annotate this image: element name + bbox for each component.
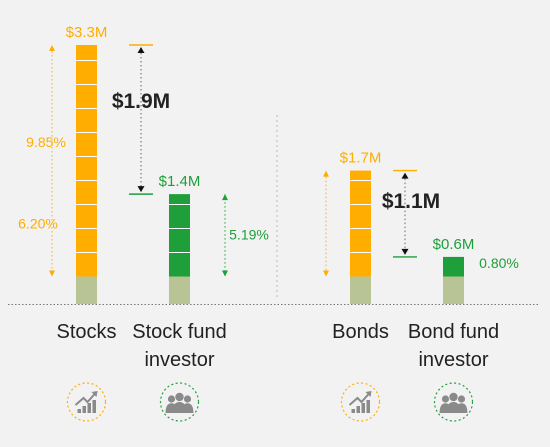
growth-chart-icon-arrowhead <box>91 391 98 397</box>
growth-chart-icon-trend <box>348 392 371 406</box>
growth-chart-icon-arrowhead <box>365 391 372 397</box>
person-body <box>172 402 187 413</box>
category-label: Stock fund <box>132 321 227 343</box>
rate-label: 0.80% <box>479 255 519 271</box>
people-group-icon <box>165 392 194 413</box>
icon-ring <box>433 382 474 422</box>
person-head <box>167 395 176 403</box>
rate-arrow-head-down <box>49 270 55 277</box>
bar-value-label: $0.6M <box>433 236 475 253</box>
person-head <box>441 395 450 403</box>
bar-base-segment <box>443 276 464 304</box>
person-head <box>175 392 184 402</box>
person-head <box>449 392 458 402</box>
person-body <box>446 402 461 413</box>
gap-label: $1.9M <box>112 90 170 113</box>
icon-ring <box>159 382 200 422</box>
rate-label: 9.85% <box>26 134 66 150</box>
gap-label: $1.1M <box>382 190 440 213</box>
bar-segment <box>350 170 371 277</box>
category-label: Bond fund <box>408 321 499 343</box>
gap-arrow-head-down <box>401 248 409 255</box>
bar-segment <box>443 256 464 277</box>
bar-segment <box>169 194 190 277</box>
bar-base-segment <box>350 276 371 304</box>
bar-value-label: $1.7M <box>340 150 382 167</box>
growth-chart-icon <box>74 391 98 413</box>
rate-arrow-head-up <box>222 194 228 201</box>
growth-chart-icon-bar <box>87 403 91 413</box>
category-label-line2: investor <box>144 349 214 371</box>
person-head <box>457 395 466 403</box>
growth-chart-icon-bar <box>351 409 355 413</box>
growth-chart-icon-bar <box>366 400 370 413</box>
category-label-line2: investor <box>418 349 488 371</box>
rate-arrow-head-down <box>323 270 329 277</box>
bar-base-segment <box>76 276 97 304</box>
category-label: Bonds <box>332 321 389 343</box>
growth-chart-icon-bar <box>77 409 81 413</box>
rate-label: 5.19% <box>229 226 269 242</box>
gap-arrow-head-up <box>137 47 145 53</box>
growth-chart-icon-bar <box>356 406 360 413</box>
gap-arrow-head-down <box>137 186 145 193</box>
growth-chart-icon-trend <box>74 392 97 406</box>
bar-base-segment <box>169 276 190 304</box>
rate-arrow-head-up <box>49 45 55 51</box>
growth-chart-icon-bar <box>92 400 96 413</box>
rate-arrow-head-up <box>323 170 329 177</box>
person-head <box>183 395 192 403</box>
rate-arrow-head-down <box>222 270 228 277</box>
rate-label: 6.20% <box>18 216 58 232</box>
bar-value-label: $1.4M <box>159 173 201 190</box>
bar-segment <box>76 45 97 277</box>
icon-ring <box>340 382 381 422</box>
growth-chart-icon-bar <box>361 403 365 413</box>
people-group-icon <box>439 392 468 413</box>
growth-chart-icon-bar <box>82 406 86 413</box>
growth-chart-icon <box>348 391 372 413</box>
bar-value-label: $3.3M <box>66 24 108 41</box>
category-label: Stocks <box>56 321 116 343</box>
icon-ring <box>66 382 107 422</box>
gap-arrow-head-up <box>401 172 409 179</box>
